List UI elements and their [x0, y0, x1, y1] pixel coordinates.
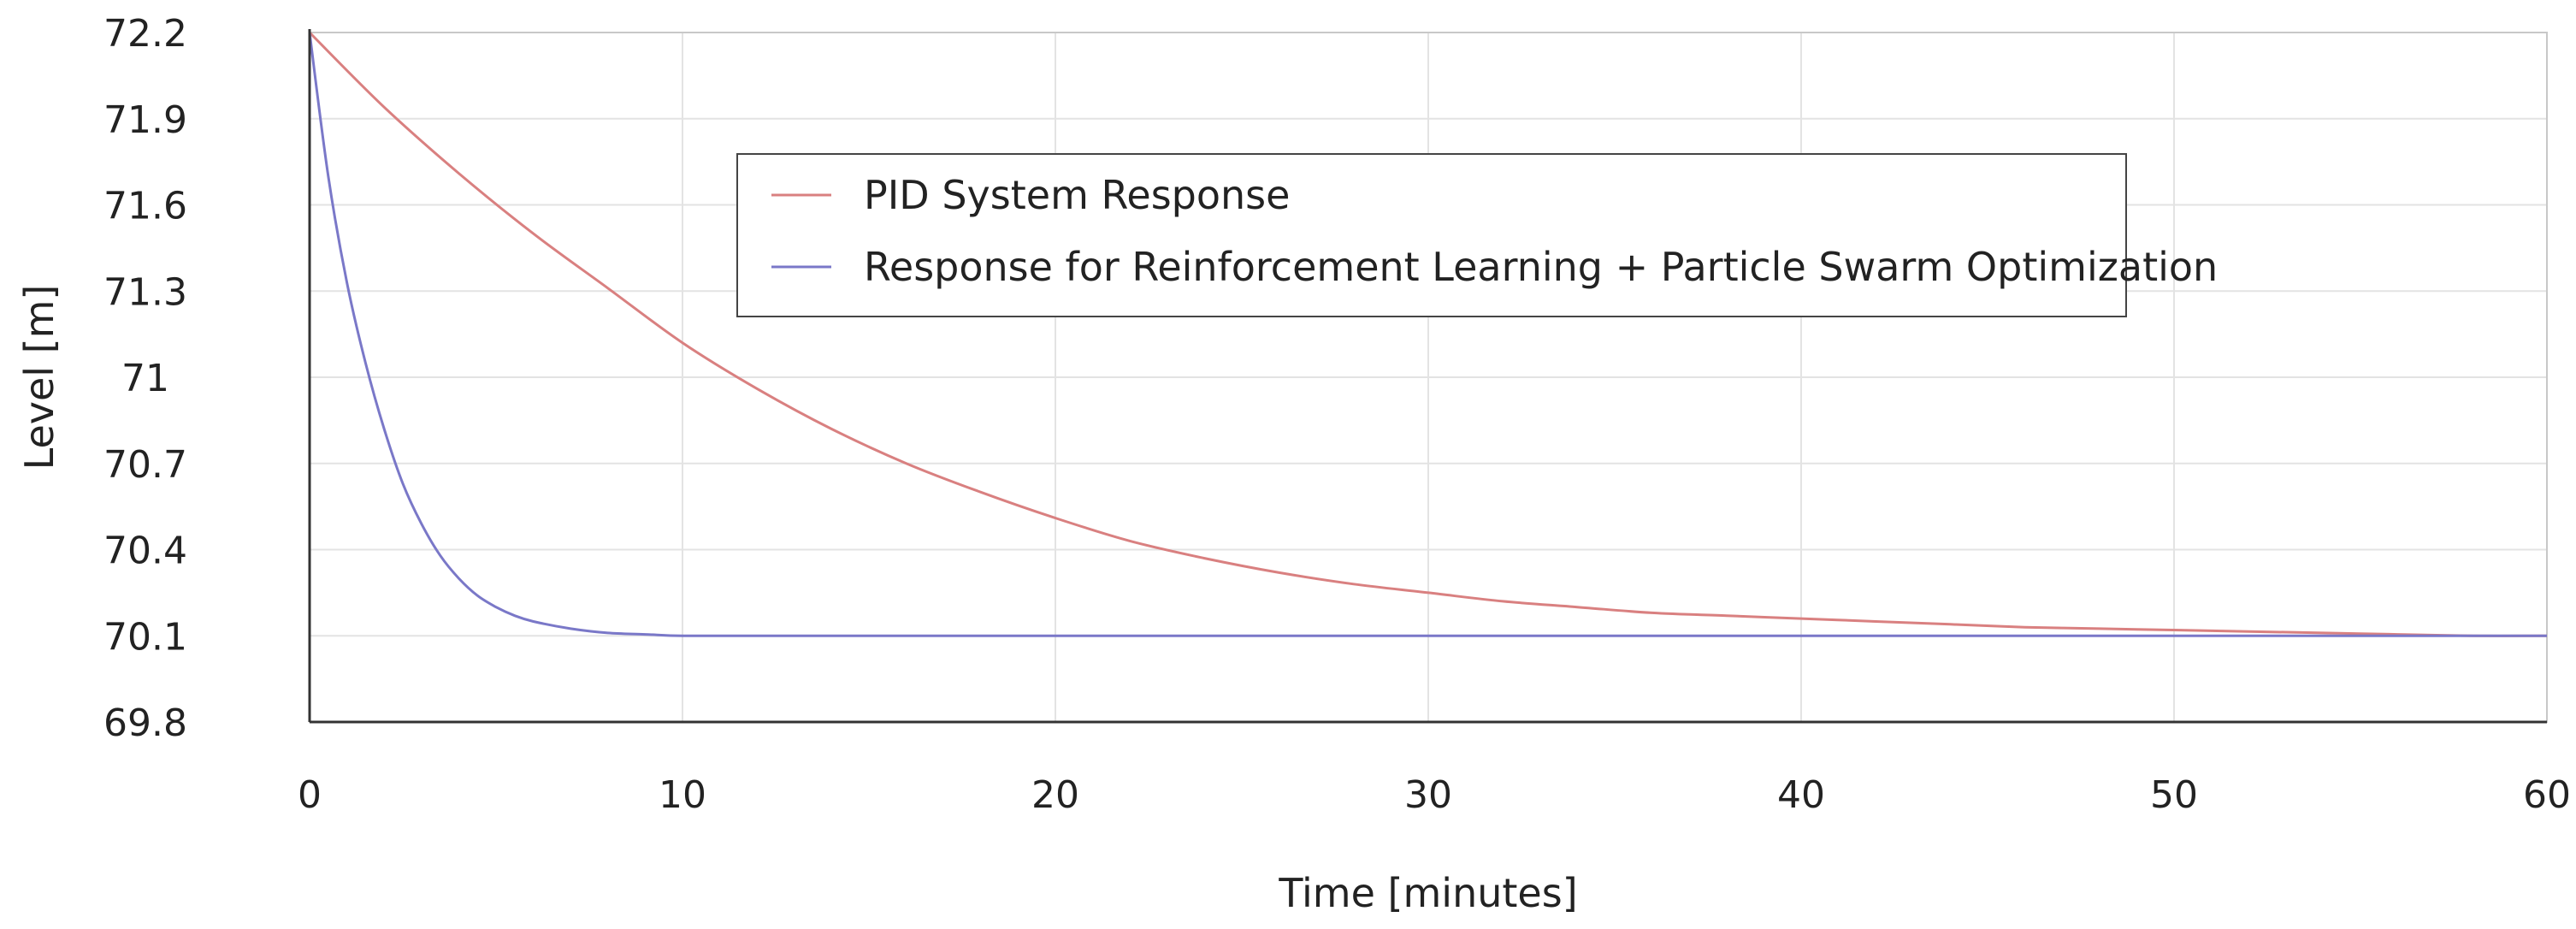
legend-box — [736, 153, 2127, 317]
series-layer — [308, 31, 2548, 637]
x-tick-label: 0 — [298, 773, 322, 817]
x-tick-labels: 0 10 20 30 40 50 60 — [298, 773, 2571, 817]
y-tick-label: 70.4 — [103, 530, 187, 573]
x-axis-title: Time [minutes] — [1278, 870, 1577, 916]
y-tick-label: 71.9 — [103, 98, 187, 142]
y-tick-label: 71.3 — [103, 270, 187, 314]
x-tick-label: 60 — [2523, 773, 2571, 817]
y-tick-label: 69.8 — [103, 701, 187, 745]
x-tick-label: 30 — [1404, 773, 1452, 817]
rl-pso-response-line — [308, 32, 2547, 637]
x-tick-label: 10 — [659, 773, 706, 817]
y-tick-label: 70.1 — [103, 615, 187, 659]
y-axis-title: Level [m] — [16, 285, 62, 470]
y-tick-label: 71.6 — [103, 185, 187, 228]
legend-label-pid: PID System Response — [864, 172, 1290, 218]
pid-response-line — [308, 31, 2548, 637]
y-tick-label: 70.7 — [103, 443, 187, 487]
legend: PID System Response Response for Reinfor… — [736, 153, 2218, 317]
y-tick-labels: 72.2 71.9 71.6 71.3 71 70.7 70.4 70.1 69.8 — [103, 12, 187, 745]
y-tick-label: 72.2 — [103, 12, 187, 56]
legend-label-rl-pso: Response for Reinforcement Learning + Pa… — [864, 244, 2218, 290]
axes — [308, 29, 2547, 724]
x-tick-label: 20 — [1031, 773, 1079, 817]
x-tick-label: 40 — [1777, 773, 1825, 817]
y-tick-label: 71 — [121, 357, 169, 400]
x-tick-label: 50 — [2150, 773, 2198, 817]
grid-lines — [310, 33, 2547, 722]
